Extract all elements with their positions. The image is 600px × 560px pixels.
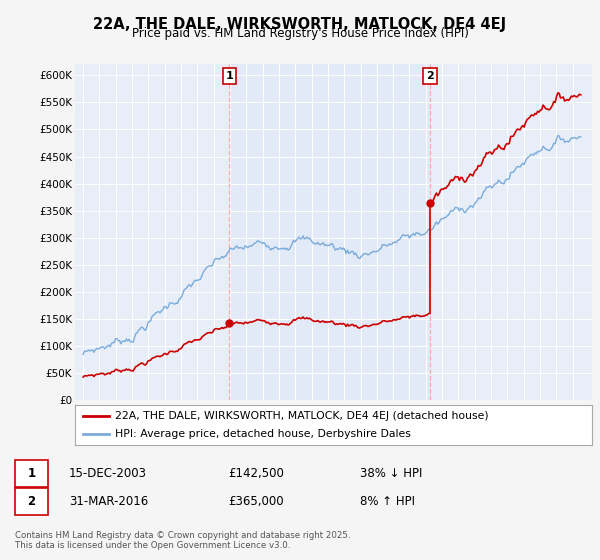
Text: £365,000: £365,000 (228, 494, 284, 508)
Text: 1: 1 (28, 466, 35, 480)
Text: 2: 2 (426, 71, 434, 81)
Text: Contains HM Land Registry data © Crown copyright and database right 2025.
This d: Contains HM Land Registry data © Crown c… (15, 531, 350, 550)
Text: 1: 1 (226, 71, 233, 81)
Text: 2: 2 (28, 494, 35, 508)
Text: 31-MAR-2016: 31-MAR-2016 (69, 494, 148, 508)
Text: HPI: Average price, detached house, Derbyshire Dales: HPI: Average price, detached house, Derb… (115, 430, 411, 439)
Text: 22A, THE DALE, WIRKSWORTH, MATLOCK, DE4 4EJ (detached house): 22A, THE DALE, WIRKSWORTH, MATLOCK, DE4 … (115, 411, 489, 421)
Text: 38% ↓ HPI: 38% ↓ HPI (360, 466, 422, 480)
Text: £142,500: £142,500 (228, 466, 284, 480)
Text: 22A, THE DALE, WIRKSWORTH, MATLOCK, DE4 4EJ: 22A, THE DALE, WIRKSWORTH, MATLOCK, DE4 … (94, 17, 506, 32)
Text: Price paid vs. HM Land Registry's House Price Index (HPI): Price paid vs. HM Land Registry's House … (131, 27, 469, 40)
Text: 8% ↑ HPI: 8% ↑ HPI (360, 494, 415, 508)
Text: 15-DEC-2003: 15-DEC-2003 (69, 466, 147, 480)
Bar (229, 64, 430, 400)
